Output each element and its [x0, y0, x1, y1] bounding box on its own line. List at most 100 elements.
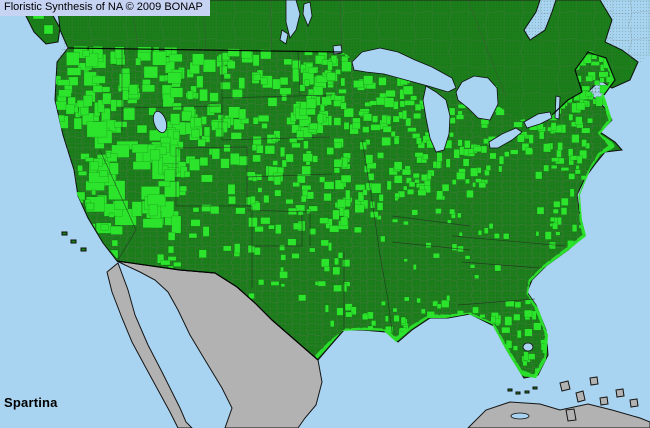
county-speckle: [235, 207, 246, 215]
county-speckle: [528, 353, 536, 360]
county-speckle: [334, 257, 339, 266]
county-speckle: [92, 75, 106, 84]
county-speckle: [123, 106, 136, 121]
county-speckle: [581, 127, 591, 134]
county-speckle: [191, 129, 200, 138]
county-speckle: [141, 84, 155, 93]
county-speckle: [568, 148, 574, 157]
county-speckle: [470, 167, 478, 177]
county-speckle: [149, 149, 161, 161]
county-speckle: [371, 320, 377, 327]
international-borders: [67, 47, 616, 361]
county-speckle: [416, 297, 421, 304]
county-speckle: [131, 143, 149, 153]
county-speckle: [362, 126, 370, 133]
county-speckle: [377, 152, 384, 159]
county-speckle: [466, 189, 474, 198]
county-speckle: [328, 242, 332, 252]
county-speckle: [436, 152, 443, 162]
county-speckle: [168, 53, 183, 62]
county-speckle: [449, 208, 456, 215]
county-speckle: [273, 176, 282, 186]
county-speckle: [248, 217, 258, 228]
county-speckle: [354, 204, 365, 213]
county-speckle: [274, 189, 282, 197]
county-speckle: [342, 259, 351, 267]
county-speckle: [550, 216, 555, 222]
county-speckle: [167, 72, 182, 84]
county-speckle: [258, 114, 270, 122]
lake-michigan: [422, 85, 451, 153]
county-speckle: [465, 178, 470, 184]
county-speckle: [268, 166, 278, 176]
county-speckle: [329, 225, 340, 233]
county-speckle: [317, 280, 326, 287]
county-speckle: [85, 53, 99, 67]
county-speckle: [425, 242, 432, 248]
county-speckle: [363, 75, 374, 85]
county-speckle: [203, 126, 211, 137]
county-speckle: [171, 215, 182, 234]
county-speckle: [544, 231, 552, 240]
county-speckle: [270, 281, 280, 286]
county-speckle: [317, 113, 324, 124]
county-speckle: [576, 155, 583, 164]
county-speckle: [92, 85, 103, 93]
county-speckle: [474, 274, 480, 279]
county-speckle: [291, 142, 301, 149]
county-speckle: [196, 75, 204, 88]
county-speckle: [298, 294, 307, 302]
county-speckle: [413, 264, 417, 270]
lake-okeechobee: [522, 342, 534, 352]
county-speckle: [291, 253, 300, 259]
county-speckle: [66, 52, 80, 66]
county-speckle: [560, 207, 568, 216]
county-speckle: [433, 253, 440, 259]
county-speckle: [504, 151, 510, 157]
county-speckle: [256, 174, 263, 181]
county-speckle: [188, 233, 198, 239]
county-speckle: [167, 245, 174, 254]
county-speckle: [189, 158, 200, 171]
county-speckle: [227, 184, 236, 195]
county-speckle: [260, 217, 271, 225]
county-speckle: [336, 307, 344, 316]
county-speckle: [275, 224, 282, 235]
county-speckle: [457, 139, 463, 147]
county-speckle: [533, 322, 542, 331]
county-speckle: [100, 224, 109, 231]
lake-winnipegosis: [302, 1, 313, 28]
county-speckle: [238, 108, 247, 120]
county-speckle: [58, 89, 72, 98]
county-speckle: [407, 127, 417, 132]
us-canada-border: [67, 47, 343, 53]
county-speckle: [261, 123, 268, 129]
county-speckle: [494, 233, 500, 239]
us-mexico-border: [116, 260, 319, 361]
county-speckle: [525, 147, 533, 155]
county-speckle: [556, 149, 562, 158]
county-speckle: [342, 157, 348, 168]
county-speckle: [451, 243, 458, 251]
county-speckle: [223, 73, 231, 79]
county-speckle: [581, 85, 591, 91]
county-speckle: [571, 134, 580, 143]
county-speckle: [85, 157, 94, 162]
map-title-bar: Floristic Synthesis of NA © 2009 BONAP: [0, 0, 210, 16]
county-speckle: [285, 198, 294, 205]
county-speckle: [459, 146, 465, 156]
county-speckle: [343, 283, 348, 293]
county-speckle: [201, 204, 212, 212]
county-speckle: [386, 180, 392, 191]
county-speckle: [220, 81, 231, 90]
county-speckle: [354, 226, 362, 233]
florida-keys: [507, 386, 538, 395]
county-speckle: [110, 99, 117, 112]
county-speckle: [279, 87, 292, 95]
county-speckle: [404, 100, 415, 106]
county-speckle: [234, 243, 241, 254]
county-speckle: [367, 173, 375, 181]
county-speckle: [557, 142, 563, 151]
county-speckle: [147, 194, 166, 207]
county-speckle: [102, 92, 112, 105]
